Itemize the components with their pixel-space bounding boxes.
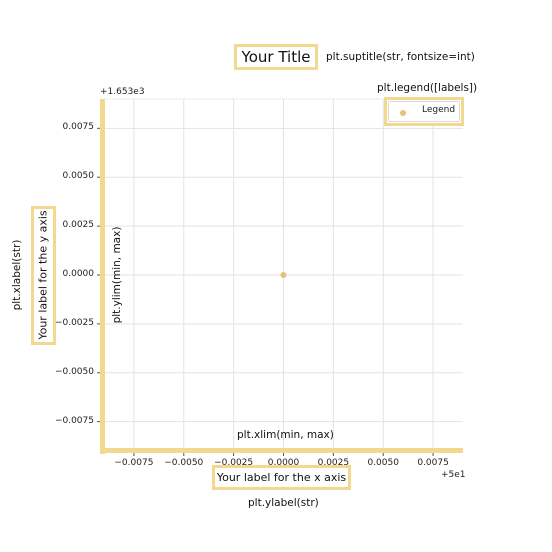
data-point [281, 272, 287, 278]
y-tick-label: 0.0025 [63, 220, 95, 230]
x-tick-label: 0.0050 [367, 458, 399, 468]
ylim-annotation: plt.ylim(min, max) [111, 227, 123, 324]
x-tick-label: −0.0050 [164, 458, 203, 468]
xlabel-func-annotation: plt.xlabel(str) [11, 240, 23, 311]
legend-box: Legend [388, 101, 460, 122]
axes-spines [97, 99, 463, 456]
suptitle-annotation: plt.suptitle(str, fontsize=int) [326, 51, 475, 63]
x-tick-label: 0.0075 [417, 458, 449, 468]
left-spine-highlight [100, 99, 105, 454]
y-tick-label: −0.0025 [55, 318, 94, 328]
scatter-points [281, 272, 287, 278]
y-tick-label: −0.0075 [55, 416, 94, 426]
y-tick-label: −0.0050 [55, 367, 94, 377]
legend-marker [400, 110, 406, 116]
xlim-annotation: plt.xlim(min, max) [237, 429, 334, 441]
legend-entry-label: Legend [422, 105, 455, 115]
y-tick-label: 0.0050 [63, 171, 95, 181]
x-tick-label: −0.0075 [114, 458, 153, 468]
y-tick-label: 0.0000 [63, 269, 95, 279]
y-offset-label: +1.653e3 [100, 87, 145, 97]
chart-title: Your Title [234, 44, 318, 70]
x-offset-label: +5e1 [441, 470, 466, 480]
bottom-spine-highlight [100, 448, 463, 453]
y-tick-label: 0.0075 [63, 122, 95, 132]
y-axis-label: Your label for the y axis [37, 210, 50, 339]
legend-annotation: plt.legend([labels]) [377, 82, 477, 94]
ylabel-func-annotation: plt.ylabel(str) [248, 497, 319, 509]
x-axis-label: Your label for the x axis [212, 465, 351, 490]
